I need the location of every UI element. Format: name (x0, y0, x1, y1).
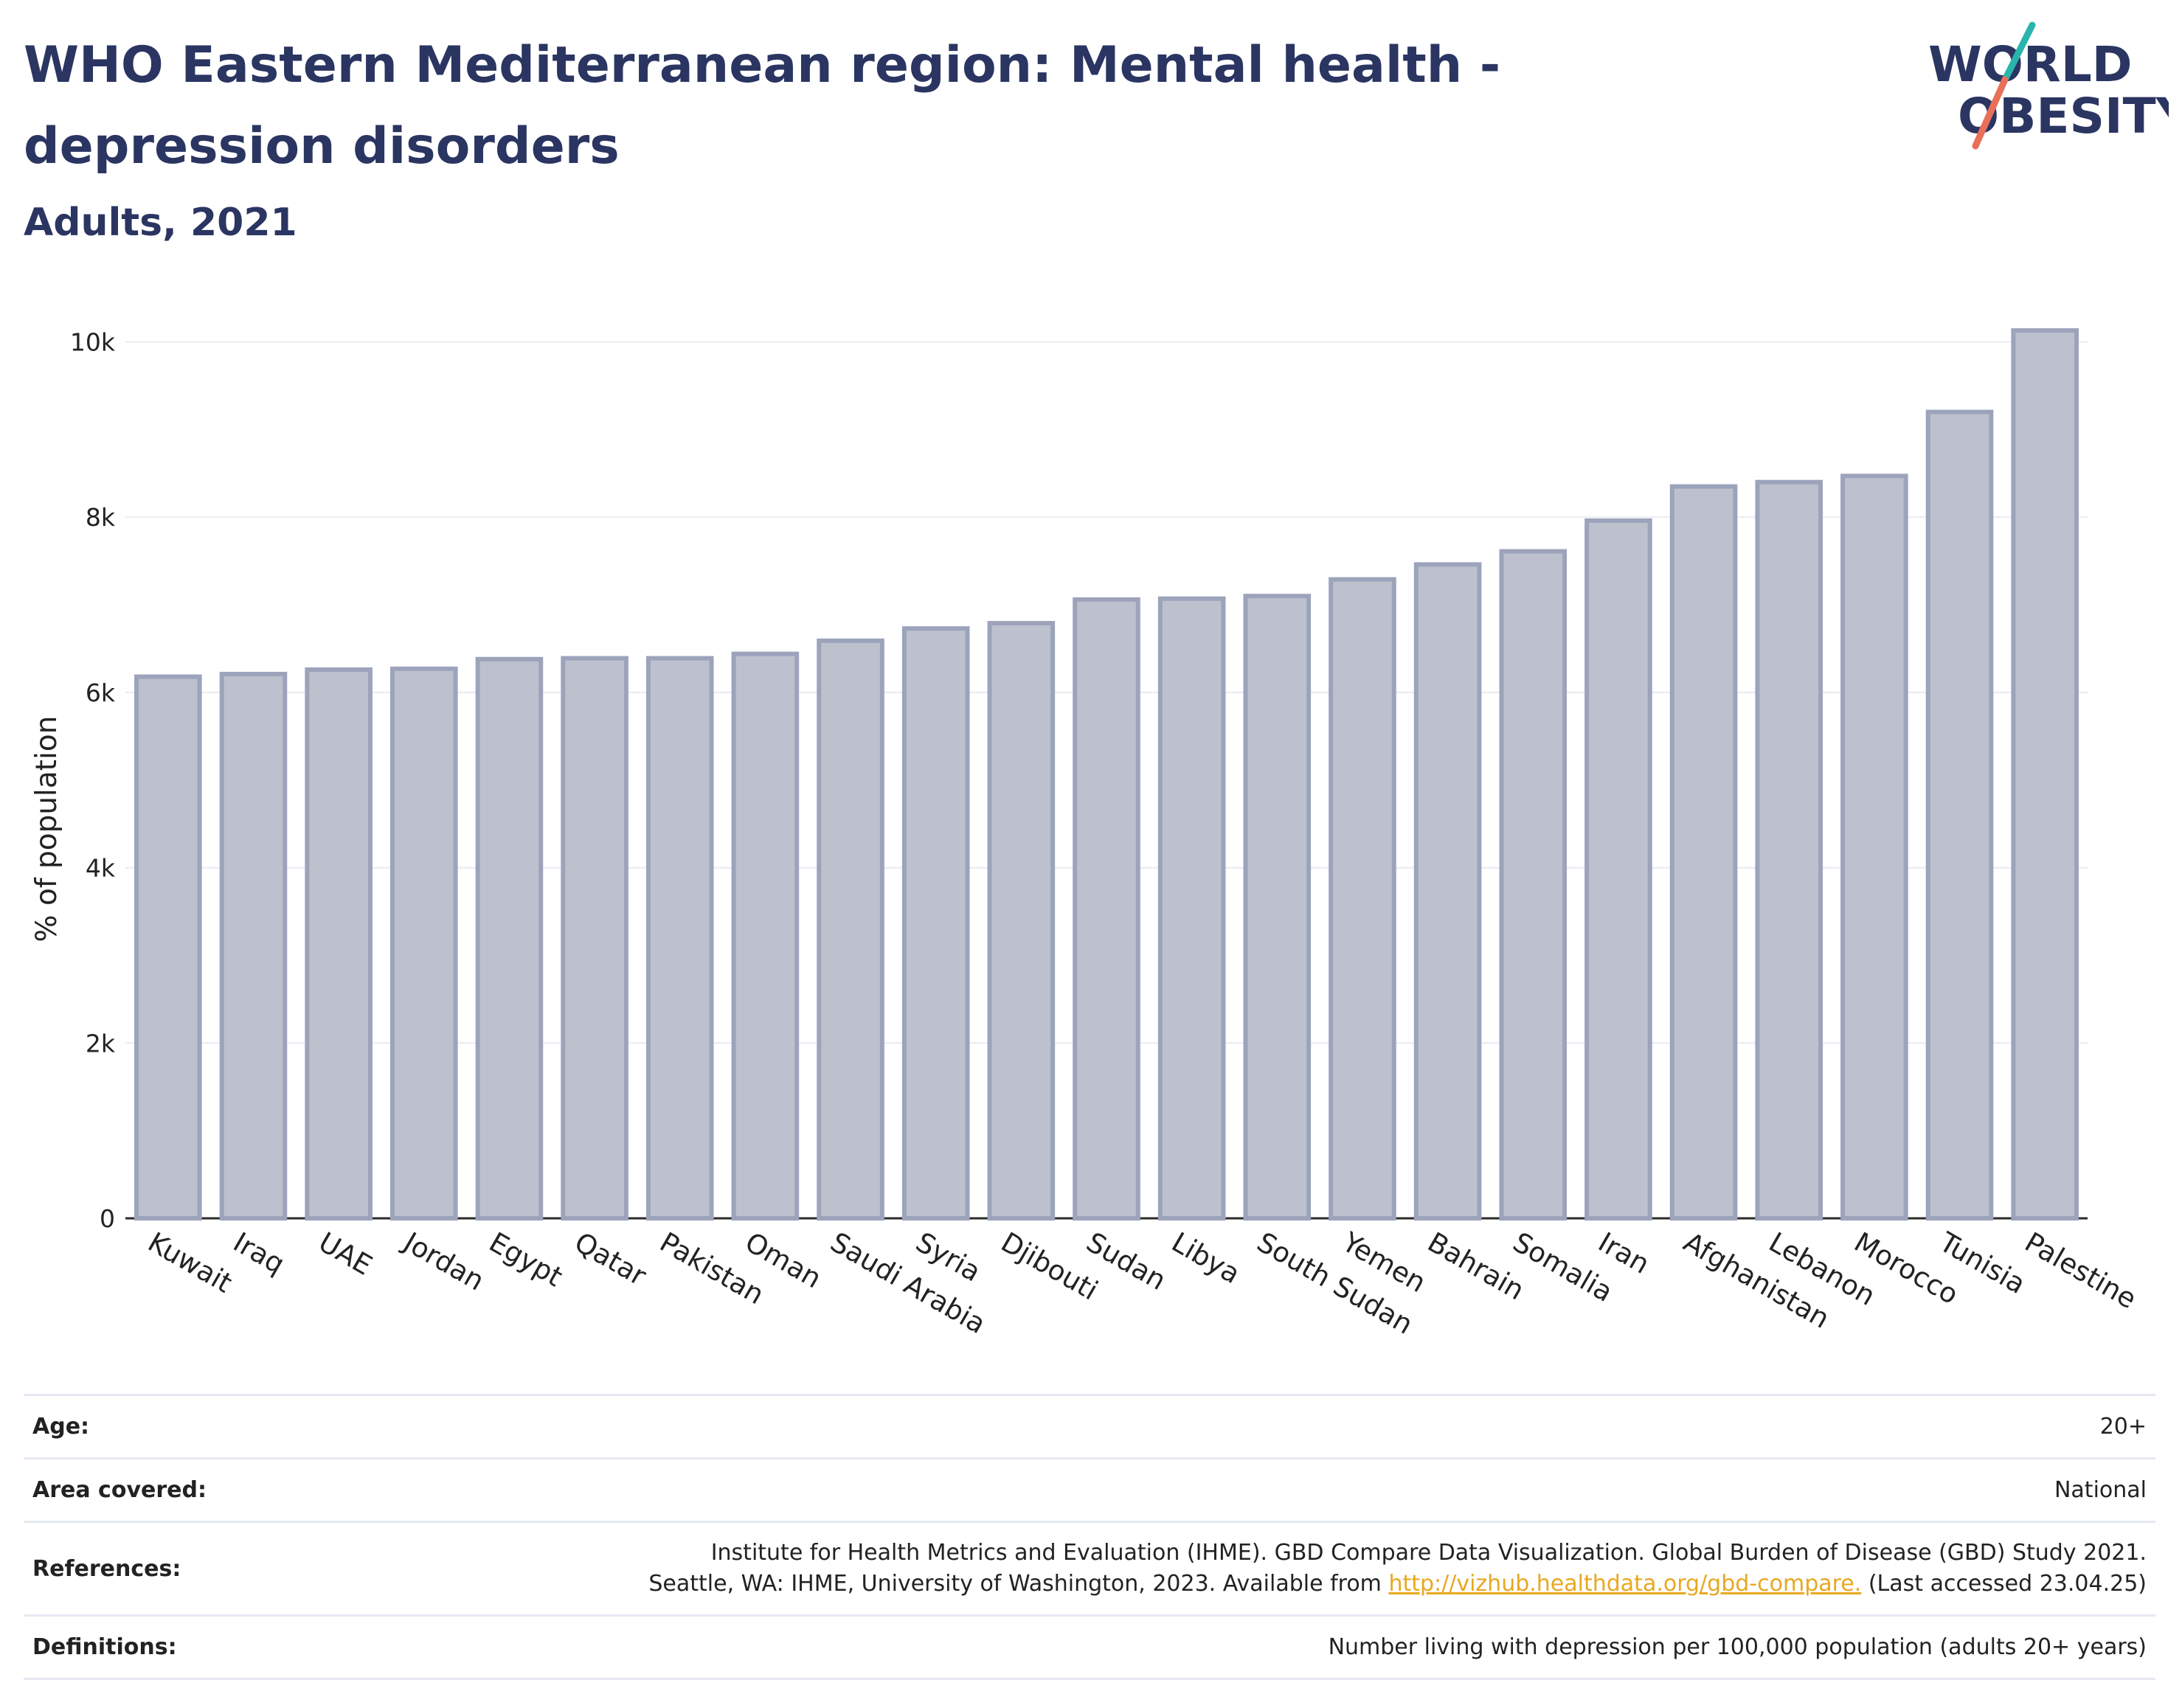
bar-djibouti[interactable] (987, 621, 1056, 1221)
bar-tunisia[interactable] (1925, 409, 1994, 1221)
definitions-value: Number living with depression per 100,00… (484, 1615, 2155, 1680)
references-value: Institute for Health Metrics and Evaluat… (484, 1521, 2155, 1617)
x-tick-label: Kuwait (142, 1226, 238, 1299)
y-axis-ticks: 0 2k 4k 6k 8k 10k (70, 328, 116, 1233)
y-tick-label: 4k (86, 854, 116, 883)
y-tick-label: 6k (86, 678, 116, 707)
x-tick-label: Bahrain (1422, 1226, 1529, 1307)
bar-palestine[interactable] (2011, 328, 2079, 1221)
y-tick-label: 8k (86, 503, 116, 532)
bar-syria[interactable] (901, 626, 970, 1221)
bar-afghanistan[interactable] (1669, 484, 1738, 1221)
bar-yemen[interactable] (1329, 577, 1396, 1221)
bar-lebanon[interactable] (1755, 479, 1823, 1221)
x-tick-label: UAE (314, 1226, 378, 1282)
bar-somalia[interactable] (1499, 549, 1568, 1221)
bar-bahrain[interactable] (1413, 562, 1482, 1221)
info-table: Age: 20+ Area covered: National Referenc… (24, 1394, 2155, 1680)
x-tick-label: Palestine (2020, 1226, 2142, 1316)
y-tick-label: 2k (86, 1029, 116, 1058)
bars (134, 328, 2079, 1221)
y-tick-label: 0 (100, 1204, 115, 1233)
x-tick-label: Djibouti (996, 1226, 1104, 1307)
area-label: Area covered: (24, 1458, 484, 1523)
info-row-age: Age: 20+ (24, 1394, 2155, 1459)
references-line2-pre: Seattle, WA: IHME, University of Washing… (648, 1571, 1389, 1597)
world-obesity-logo: WORLD OBESITY (1928, 21, 2169, 150)
bar-kuwait[interactable] (134, 674, 202, 1221)
bar-iran[interactable] (1584, 518, 1652, 1221)
x-tick-label: Iraq (228, 1226, 290, 1280)
bar-uae[interactable] (305, 667, 373, 1221)
logo-text-obesity: OBESITY (1958, 88, 2169, 145)
bar-jordan[interactable] (389, 666, 458, 1221)
logo-coral-slash (1972, 76, 2009, 150)
definitions-label: Definitions: (24, 1615, 484, 1680)
bar-libya[interactable] (1157, 596, 1226, 1221)
chart-subtitle: Adults, 2021 (24, 201, 297, 245)
area-value: National (484, 1458, 2155, 1523)
info-row-references: References: Institute for Health Metrics… (24, 1521, 2155, 1617)
logo-teal-slash (2001, 21, 2036, 83)
bar-oman[interactable] (731, 651, 800, 1221)
bar-pakistan[interactable] (645, 656, 714, 1221)
chart-title: WHO Eastern Mediterranean region: Mental… (24, 36, 1501, 176)
info-row-definitions: Definitions: Number living with depressi… (24, 1615, 2155, 1680)
age-label: Age: (24, 1394, 484, 1459)
y-axis-title: % of population (30, 716, 63, 942)
bar-iraq[interactable] (219, 671, 288, 1221)
bar-egypt[interactable] (475, 656, 544, 1221)
info-row-area: Area covered: National (24, 1458, 2155, 1523)
references-label: References: (24, 1521, 484, 1617)
age-value: 20+ (484, 1394, 2155, 1459)
bar-saudi-arabia[interactable] (817, 638, 884, 1221)
x-tick-label: Egypt (484, 1226, 568, 1294)
x-tick-label: Jordan (398, 1226, 490, 1297)
logo-text-world: WORLD (1928, 36, 2133, 93)
references-link[interactable]: http://vizhub.healthdata.org/gbd-compare… (1388, 1571, 1862, 1597)
bar-sudan[interactable] (1073, 597, 1140, 1221)
references-line2-post: (Last accessed 23.04.25) (1861, 1571, 2147, 1597)
y-tick-label: 10k (70, 328, 116, 357)
bar-south-sudan[interactable] (1243, 594, 1312, 1221)
references-line1: Institute for Health Metrics and Evaluat… (710, 1540, 2147, 1566)
bar-qatar[interactable] (561, 656, 628, 1221)
x-tick-label: Libya (1166, 1226, 1245, 1291)
bar-morocco[interactable] (1840, 473, 1908, 1221)
x-tick-label: Qatar (569, 1226, 652, 1293)
